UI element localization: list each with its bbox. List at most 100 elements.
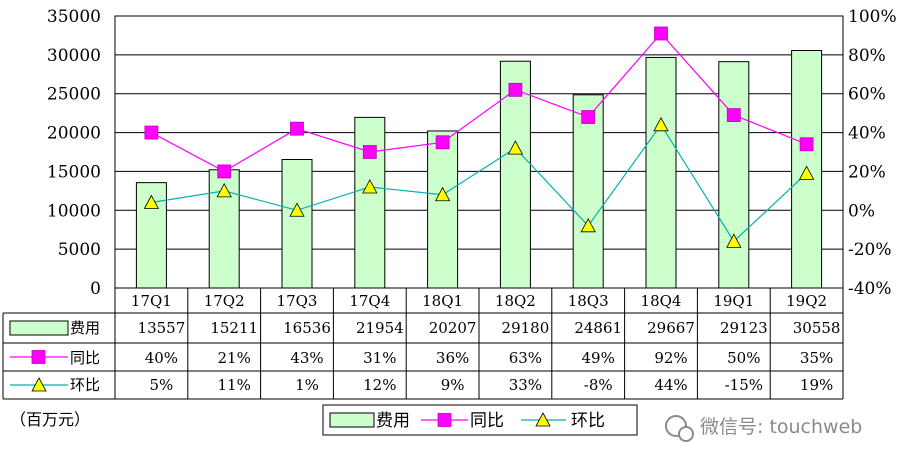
data-label: 11% bbox=[218, 376, 251, 394]
x-tick-label: 17Q3 bbox=[277, 292, 318, 310]
qoq-marker bbox=[434, 186, 451, 202]
y-tick-label: 35000 bbox=[47, 7, 101, 27]
data-label: 16536 bbox=[283, 319, 331, 337]
y2-tick-label: 20% bbox=[848, 162, 886, 182]
data-label: 49% bbox=[582, 349, 615, 367]
x-tick-label: 17Q1 bbox=[131, 292, 172, 310]
data-label: 12% bbox=[363, 376, 396, 394]
data-label: 92% bbox=[654, 349, 687, 367]
x-tick-label: 18Q3 bbox=[568, 292, 609, 310]
data-label: 63% bbox=[509, 349, 542, 367]
y2-tick-label: 80% bbox=[848, 46, 886, 66]
data-label: 33% bbox=[509, 376, 542, 394]
legend-yoy-marker bbox=[437, 413, 452, 427]
legend-label: 同比 bbox=[470, 411, 504, 431]
yoy-marker bbox=[581, 110, 596, 124]
bar bbox=[427, 130, 459, 289]
bar bbox=[499, 60, 531, 289]
yoy-marker bbox=[726, 108, 741, 122]
line-series bbox=[143, 26, 815, 248]
data-label: 50% bbox=[727, 349, 760, 367]
qoq-marker bbox=[216, 183, 232, 198]
data-label: 15211 bbox=[210, 319, 258, 337]
bar bbox=[718, 61, 750, 289]
bar bbox=[645, 56, 677, 289]
yoy-marker bbox=[144, 125, 159, 140]
data-label: 44% bbox=[654, 376, 687, 394]
yoy-marker bbox=[217, 164, 232, 179]
y2-tick-label: 60% bbox=[848, 85, 886, 105]
y2-tick-label: 0% bbox=[848, 201, 875, 221]
qoq-marker bbox=[653, 116, 669, 132]
qoq-key-marker bbox=[31, 377, 47, 392]
qoq-marker bbox=[580, 217, 596, 233]
bar-key bbox=[9, 320, 69, 336]
x-tick-label: 19Q2 bbox=[786, 292, 827, 310]
data-table: 17Q1 17Q2 17Q3 17Q4 18Q1 18Q2 18Q3 18Q4 19Q1 19Q2… bbox=[2, 287, 844, 400]
data-label: 21954 bbox=[356, 319, 404, 337]
bar-series bbox=[135, 50, 823, 289]
data-label: 5% bbox=[150, 376, 174, 394]
qoq-marker bbox=[726, 233, 742, 248]
qoq-marker bbox=[143, 194, 160, 209]
series-row-label: 环比 bbox=[70, 376, 100, 394]
legend-label: 环比 bbox=[571, 411, 605, 431]
yoy-marker bbox=[290, 121, 304, 136]
series-row-label: 同比 bbox=[70, 349, 100, 367]
y-tick-label: 0 bbox=[90, 279, 101, 299]
bar bbox=[572, 94, 604, 289]
yoy-marker bbox=[508, 82, 523, 97]
data-label: 29667 bbox=[647, 319, 695, 337]
legend-label: 费用 bbox=[376, 411, 410, 431]
yoy-marker bbox=[799, 137, 814, 152]
unit-label: （百万元） bbox=[10, 410, 90, 429]
data-label: 24861 bbox=[574, 319, 622, 337]
y2-tick-label: 100% bbox=[848, 7, 897, 27]
qoq-marker bbox=[362, 179, 378, 194]
legend: 费用 同比 环比 bbox=[322, 404, 638, 436]
data-label: 43% bbox=[290, 349, 323, 367]
x-tick-label: 17Q4 bbox=[349, 292, 390, 310]
y-tick-label: 30000 bbox=[47, 46, 101, 66]
yoy-marker bbox=[362, 145, 377, 159]
legend-frame bbox=[322, 404, 638, 436]
x-tick-label: 18Q2 bbox=[495, 292, 536, 310]
data-label: 20207 bbox=[429, 319, 477, 337]
data-label: -15% bbox=[725, 376, 763, 394]
watermark-text: 微信号: touchweb bbox=[700, 416, 862, 438]
data-label: 9% bbox=[441, 376, 465, 394]
data-label: 21% bbox=[218, 349, 251, 367]
wechat-icon bbox=[665, 415, 694, 442]
x-tick-label: 18Q4 bbox=[641, 292, 682, 310]
data-label: 35% bbox=[800, 349, 833, 367]
data-label: 40% bbox=[145, 349, 178, 367]
data-label: 1% bbox=[295, 376, 319, 394]
yoy-marker bbox=[654, 26, 668, 41]
axes: 0 5000 10000 15000 20000 25000 30000 35000 -40% -… bbox=[47, 7, 897, 299]
y-tick-label: 5000 bbox=[58, 240, 101, 260]
y2-tick-label: -20% bbox=[848, 240, 892, 260]
qoq-marker bbox=[507, 140, 524, 155]
x-tick-label: 18Q1 bbox=[422, 292, 463, 310]
qoq-marker bbox=[798, 165, 815, 180]
y-tick-label: 25000 bbox=[47, 85, 101, 105]
y-tick-label: 10000 bbox=[47, 201, 101, 221]
data-label: 31% bbox=[363, 349, 396, 367]
data-label: 19% bbox=[800, 376, 833, 394]
yoy-key-marker bbox=[31, 350, 46, 364]
legend-qoq-marker bbox=[535, 412, 551, 427]
data-label: 29123 bbox=[720, 319, 768, 337]
legend-bar-swatch bbox=[329, 412, 375, 428]
y-tick-label: 15000 bbox=[47, 162, 101, 182]
yoy-line bbox=[151, 32, 807, 173]
qoq-line bbox=[151, 123, 808, 243]
x-tick-label: 17Q2 bbox=[204, 292, 245, 310]
qoq-marker bbox=[289, 202, 305, 217]
yoy-marker bbox=[435, 135, 450, 150]
data-label: -8% bbox=[584, 376, 613, 394]
y2-tick-label: -40% bbox=[848, 279, 892, 299]
series-row-label: 费用 bbox=[70, 319, 100, 337]
x-tick-label: 19Q1 bbox=[713, 292, 754, 310]
data-label: 36% bbox=[436, 349, 469, 367]
